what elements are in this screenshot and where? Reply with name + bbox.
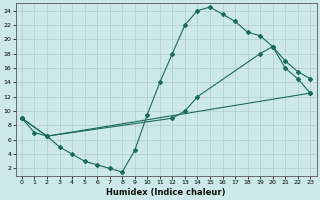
X-axis label: Humidex (Indice chaleur): Humidex (Indice chaleur) (106, 188, 226, 197)
